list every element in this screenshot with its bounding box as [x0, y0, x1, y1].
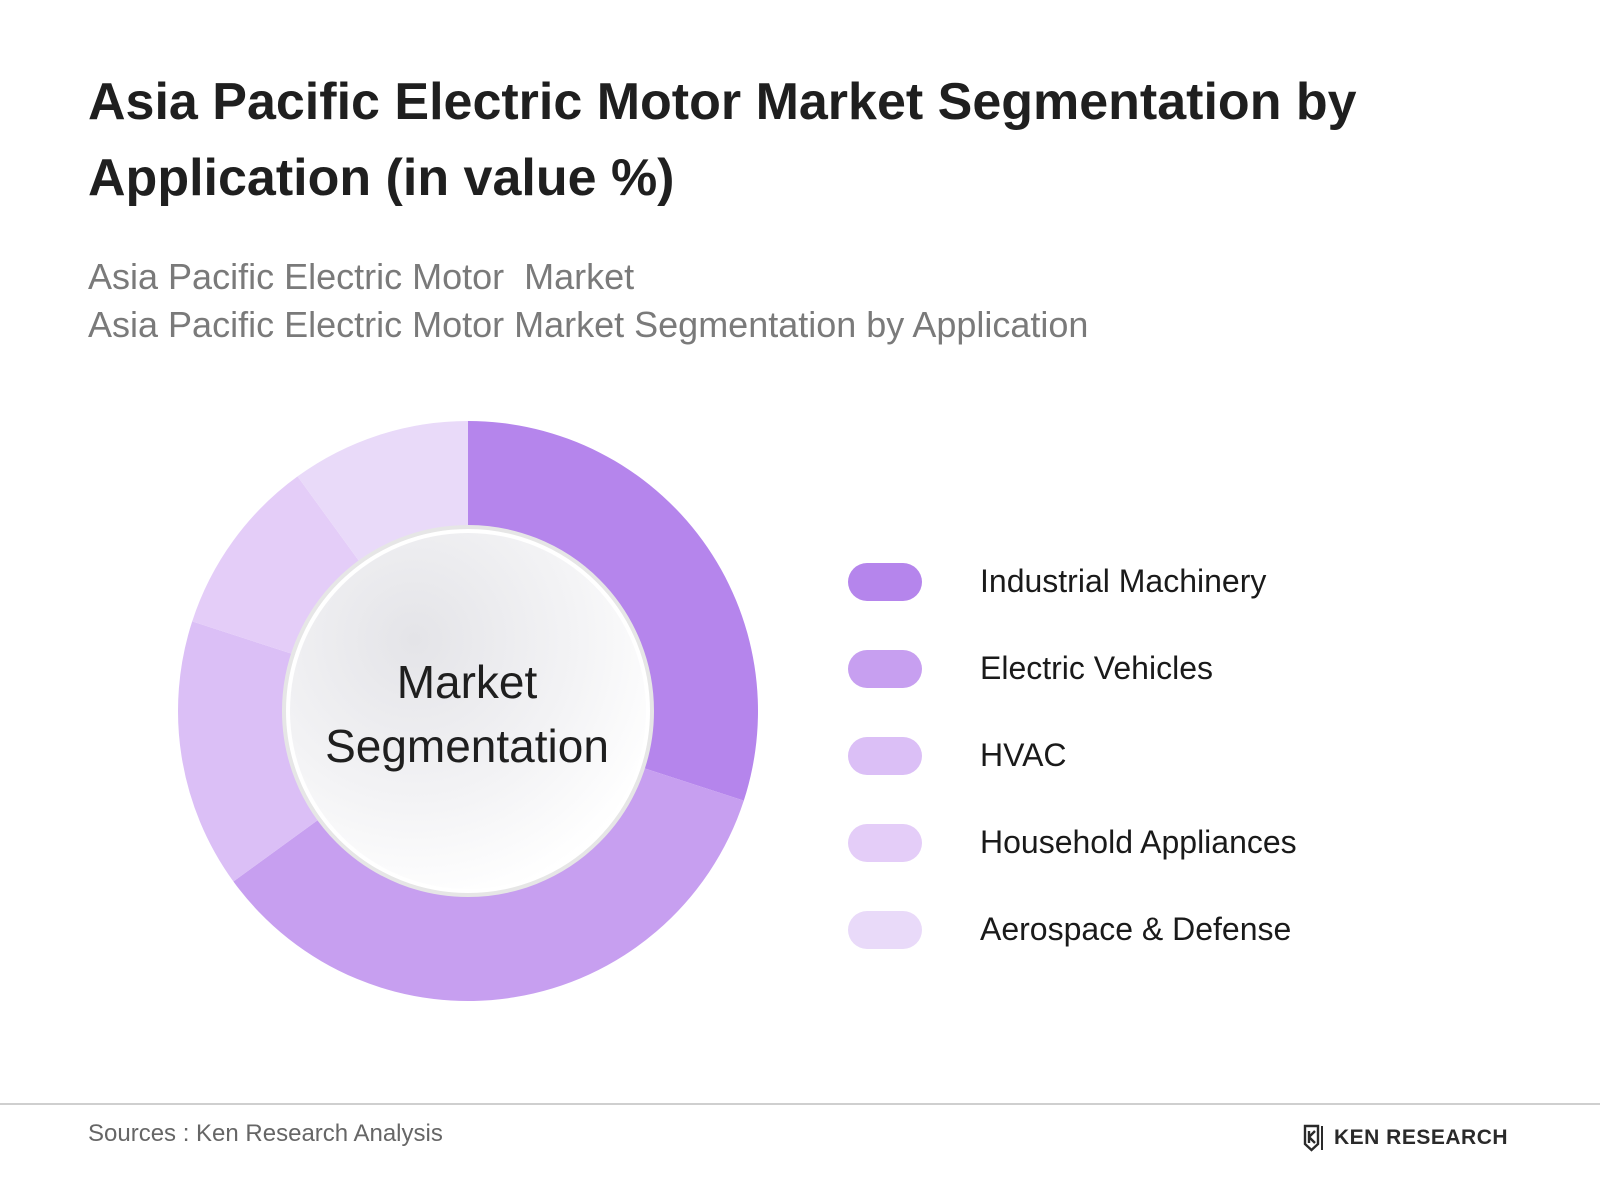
donut-slice-household-appliances [192, 476, 363, 656]
legend-label: Household Appliances [980, 824, 1297, 860]
chart-subtitle: Asia Pacific Electric Motor Market Asia … [88, 253, 1488, 349]
legend-label: Electric Vehicles [980, 650, 1213, 686]
legend-swatch [848, 650, 922, 688]
footer-divider [0, 1103, 1600, 1105]
legend-swatch [848, 563, 922, 601]
legend-label: HVAC [980, 737, 1067, 773]
donut-slice-aerospace-defense [297, 421, 468, 566]
chart-title: Asia Pacific Electric Motor Market Segme… [88, 73, 1357, 207]
ken-research-logo-icon [1303, 1124, 1323, 1152]
donut-slice-electric-vehicles [233, 766, 744, 1001]
brand-name: KEN RESEARCH [1334, 1126, 1509, 1149]
legend-swatch [848, 911, 922, 949]
subtitle-line-1: Asia Pacific Electric Motor Market [88, 256, 635, 297]
donut-center-label: Market Segmentation [292, 650, 642, 778]
brand-logo: KEN RESEARCH [1302, 1124, 1508, 1152]
legend-label: Aerospace & Defense [980, 911, 1292, 947]
legend-label: Industrial Machinery [980, 563, 1267, 599]
legend-swatch [848, 737, 922, 775]
sources-note: Sources : Ken Research Analysis [88, 1120, 443, 1147]
donut-slices [177, 421, 758, 1001]
center-label-line-1: Market [396, 656, 538, 708]
donut-chart [177, 421, 758, 1001]
subtitle-line-2: Asia Pacific Electric Motor Market Segme… [88, 304, 1089, 345]
donut-slice-industrial-machinery [468, 421, 758, 801]
donut-center-fill [290, 533, 646, 889]
center-label-line-2: Segmentation [325, 720, 609, 772]
legend-swatch [848, 824, 922, 862]
